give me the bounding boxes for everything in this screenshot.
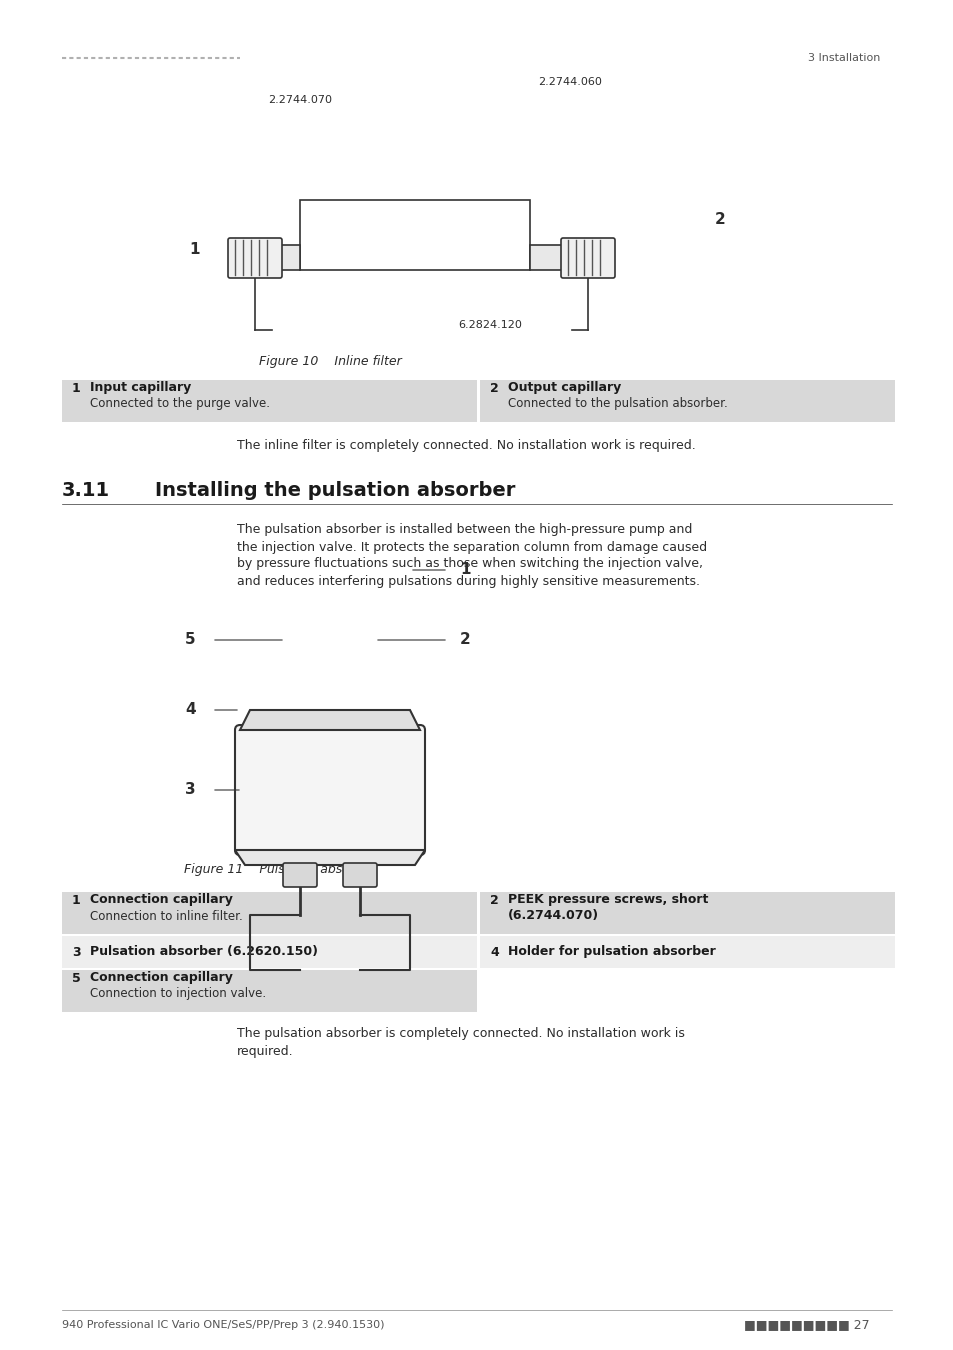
Text: 3.11: 3.11 (62, 481, 110, 500)
Text: Connection capillary: Connection capillary (90, 894, 233, 906)
Text: 1: 1 (71, 894, 81, 906)
Polygon shape (530, 244, 564, 270)
Text: 2.2744.060: 2.2744.060 (537, 77, 601, 86)
Text: 3: 3 (185, 783, 195, 798)
Text: Installing the pulsation absorber: Installing the pulsation absorber (154, 481, 515, 500)
Text: Output capillary: Output capillary (507, 382, 620, 394)
Bar (62, 936, 476, 968)
Text: Connected to the pulsation absorber.: Connected to the pulsation absorber. (507, 397, 727, 410)
Bar (62, 892, 476, 934)
Text: PEEK pressure screws, short: PEEK pressure screws, short (507, 894, 708, 906)
Text: and reduces interfering pulsations during highly sensitive measurements.: and reduces interfering pulsations durin… (236, 575, 700, 587)
Text: 2: 2 (714, 212, 724, 228)
Bar (479, 892, 894, 934)
Text: 940 Professional IC Vario ONE/SeS/PP/Prep 3 (2.940.1530): 940 Professional IC Vario ONE/SeS/PP/Pre… (62, 1320, 384, 1330)
FancyBboxPatch shape (283, 863, 316, 887)
Text: 4: 4 (185, 702, 195, 717)
FancyBboxPatch shape (62, 379, 476, 423)
Text: required.: required. (236, 1045, 294, 1057)
FancyBboxPatch shape (228, 238, 282, 278)
Text: 3: 3 (71, 945, 81, 958)
Text: 3 Installation: 3 Installation (807, 53, 879, 63)
Polygon shape (265, 244, 299, 270)
Text: 2.2744.070: 2.2744.070 (268, 95, 332, 105)
Text: Pulsation absorber (6.2620.150): Pulsation absorber (6.2620.150) (90, 945, 317, 958)
Text: Figure 10    Inline filter: Figure 10 Inline filter (258, 355, 401, 369)
Bar (479, 936, 894, 968)
Text: the injection valve. It protects the separation column from damage caused: the injection valve. It protects the sep… (236, 540, 706, 553)
Text: Holder for pulsation absorber: Holder for pulsation absorber (507, 945, 715, 958)
Text: Connection to injection valve.: Connection to injection valve. (90, 987, 266, 1000)
Text: 2: 2 (490, 894, 498, 906)
Text: 2: 2 (459, 633, 470, 648)
Text: 2: 2 (490, 382, 498, 394)
Text: 6.2824.120: 6.2824.120 (457, 320, 521, 329)
Text: The pulsation absorber is completely connected. No installation work is: The pulsation absorber is completely con… (236, 1027, 684, 1041)
Text: The inline filter is completely connected. No installation work is required.: The inline filter is completely connecte… (236, 439, 695, 451)
Bar (299, 200, 530, 270)
FancyBboxPatch shape (479, 379, 894, 423)
Text: Input capillary: Input capillary (90, 382, 191, 394)
Polygon shape (234, 850, 424, 865)
Text: 1: 1 (190, 243, 200, 258)
Text: ■■■■■■■■■ 27: ■■■■■■■■■ 27 (743, 1319, 869, 1331)
Text: Connection to inline filter.: Connection to inline filter. (90, 910, 242, 922)
Polygon shape (240, 710, 419, 730)
FancyBboxPatch shape (560, 238, 615, 278)
Text: 5: 5 (185, 633, 195, 648)
FancyBboxPatch shape (343, 863, 376, 887)
Text: 1: 1 (459, 563, 470, 578)
FancyBboxPatch shape (234, 725, 424, 855)
Text: 5: 5 (71, 972, 81, 984)
Text: Connection capillary: Connection capillary (90, 972, 233, 984)
Text: Connected to the purge valve.: Connected to the purge valve. (90, 397, 270, 410)
Text: The pulsation absorber is installed between the high-pressure pump and: The pulsation absorber is installed betw… (236, 524, 692, 536)
Text: Figure 11    Pulsation absorber: Figure 11 Pulsation absorber (184, 864, 375, 876)
Text: 4: 4 (490, 945, 498, 958)
Text: by pressure fluctuations such as those when switching the injection valve,: by pressure fluctuations such as those w… (236, 558, 702, 571)
Bar (62, 971, 476, 1012)
Text: 1: 1 (71, 382, 81, 394)
Text: (6.2744.070): (6.2744.070) (507, 910, 598, 922)
